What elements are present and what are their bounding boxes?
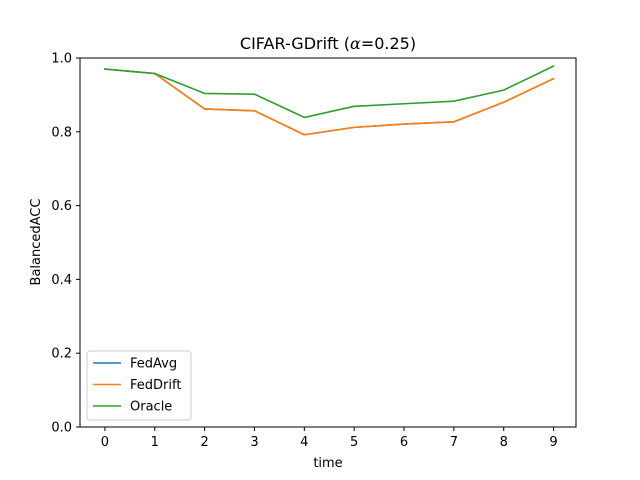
y-tick-label: 0.8 [51,125,72,140]
x-tick-label: 9 [549,435,557,450]
x-tick-label: 0 [101,435,109,450]
legend-label-fedavg: FedAvg [130,357,177,372]
legend-box [86,350,192,421]
series-line-feddrift [104,68,555,136]
x-tick-label: 1 [151,435,159,450]
x-axis-label: time [313,456,342,471]
y-tick-label: 0.2 [51,347,72,362]
x-tick-label: 6 [400,435,408,450]
y-axis-label: BalancedACC [29,199,44,286]
series-layer [104,65,555,136]
chart-title: CIFAR-GDrift (α=0.25) [240,34,416,53]
plot-frame [79,57,577,428]
y-tick-label: 0.0 [51,421,72,436]
x-tick-label: 5 [350,435,358,450]
legend-label-feddrift: FedDrift [130,378,181,393]
x-tick-label: 4 [300,435,308,450]
x-tick-label: 7 [450,435,458,450]
legend-label-oracle: Oracle [130,400,172,415]
y-tick-label: 1.0 [51,52,72,67]
x-tick-label: 2 [200,435,208,450]
ticks-layer: 0 1 2 3 4 5 6 7 8 9 0.0 0.2 0.4 0.6 0.8 1.0 [51,52,557,451]
y-tick-label: 0.4 [51,273,72,288]
series-line-oracle [104,65,555,119]
y-tick-label: 0.6 [51,199,72,214]
legend: FedAvg FedDrift Oracle [86,350,192,421]
x-tick-label: 8 [500,435,508,450]
x-tick-label: 3 [250,435,258,450]
